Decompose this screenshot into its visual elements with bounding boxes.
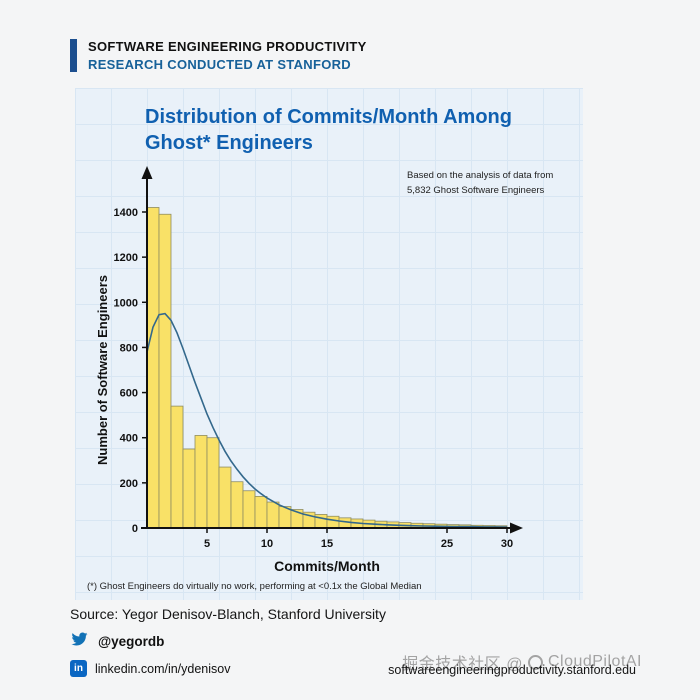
- svg-text:400: 400: [120, 433, 138, 445]
- twitter-icon: [70, 631, 89, 652]
- chart-title: Distribution of Commits/Month Among Ghos…: [145, 106, 512, 155]
- svg-text:25: 25: [441, 538, 453, 550]
- svg-text:1000: 1000: [114, 297, 138, 309]
- watermark: 掘金技术社区 @ CloudPilotAI: [402, 650, 642, 674]
- chart-annotation-line2: 5,832 Ghost Software Engineers: [407, 185, 545, 197]
- twitter-handle[interactable]: @yegordb: [98, 634, 165, 649]
- linkedin-row: in linkedin.com/in/ydenisov: [70, 660, 231, 677]
- source-text: Source: Yegor Denisov-Blanch, Stanford U…: [70, 606, 386, 622]
- chart-annotation: Based on the analysis of data from 5,832…: [407, 168, 553, 198]
- chart-annotation-line1: Based on the analysis of data from: [407, 170, 554, 181]
- chart-footnote: (*) Ghost Engineers do virtually no work…: [87, 581, 422, 592]
- twitter-row: @yegordb: [70, 631, 164, 652]
- svg-text:800: 800: [120, 342, 138, 354]
- header-line1: SOFTWARE ENGINEERING PRODUCTIVITY: [88, 39, 367, 54]
- svg-text:30: 30: [501, 538, 513, 550]
- svg-text:15: 15: [321, 538, 333, 550]
- chart-svg: 0 200 400 600 800 1000 1200 1400 5 10 15 25 30 Number…: [95, 166, 523, 574]
- header-accent-bar: [70, 39, 77, 72]
- svg-text:Number of Software Engineers: Number of Software Engineers: [95, 275, 110, 465]
- watermark-logo-icon: [527, 654, 543, 670]
- svg-text:1400: 1400: [114, 207, 138, 219]
- svg-text:600: 600: [120, 388, 138, 400]
- chart-panel: Distribution of Commits/Month Among Ghos…: [75, 88, 583, 600]
- svg-text:0: 0: [132, 523, 138, 535]
- linkedin-icon: in: [70, 660, 87, 677]
- watermark-prefix: 掘金技术社区 @: [402, 656, 523, 673]
- header-text: SOFTWARE ENGINEERING PRODUCTIVITY RESEAR…: [88, 39, 367, 72]
- svg-text:10: 10: [261, 538, 273, 550]
- website-link[interactable]: softwareengineeringproductivity.stanford…: [388, 663, 636, 677]
- linkedin-link[interactable]: linkedin.com/in/ydenisov: [95, 661, 231, 676]
- svg-text:200: 200: [120, 478, 138, 490]
- svg-text:1200: 1200: [114, 252, 138, 264]
- svg-text:Commits/Month: Commits/Month: [274, 558, 380, 574]
- header-line2: RESEARCH CONDUCTED AT STANFORD: [88, 57, 351, 72]
- watermark-brand: CloudPilotAI: [547, 653, 642, 670]
- svg-text:5: 5: [204, 538, 210, 550]
- header: SOFTWARE ENGINEERING PRODUCTIVITY RESEAR…: [70, 39, 367, 72]
